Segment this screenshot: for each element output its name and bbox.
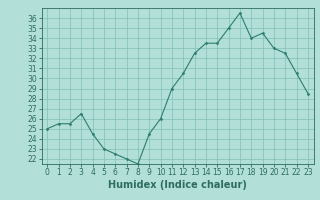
X-axis label: Humidex (Indice chaleur): Humidex (Indice chaleur) <box>108 180 247 190</box>
